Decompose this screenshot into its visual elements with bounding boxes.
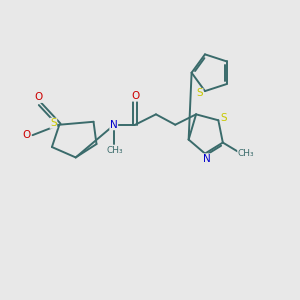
Text: CH₃: CH₃: [106, 146, 123, 155]
Text: N: N: [202, 154, 210, 164]
Text: O: O: [131, 91, 139, 101]
Text: N: N: [110, 120, 118, 130]
Text: O: O: [22, 130, 30, 140]
Text: S: S: [50, 118, 57, 128]
Text: S: S: [220, 113, 227, 123]
Text: S: S: [196, 88, 203, 98]
Text: CH₃: CH₃: [238, 149, 254, 158]
Text: O: O: [34, 92, 43, 102]
